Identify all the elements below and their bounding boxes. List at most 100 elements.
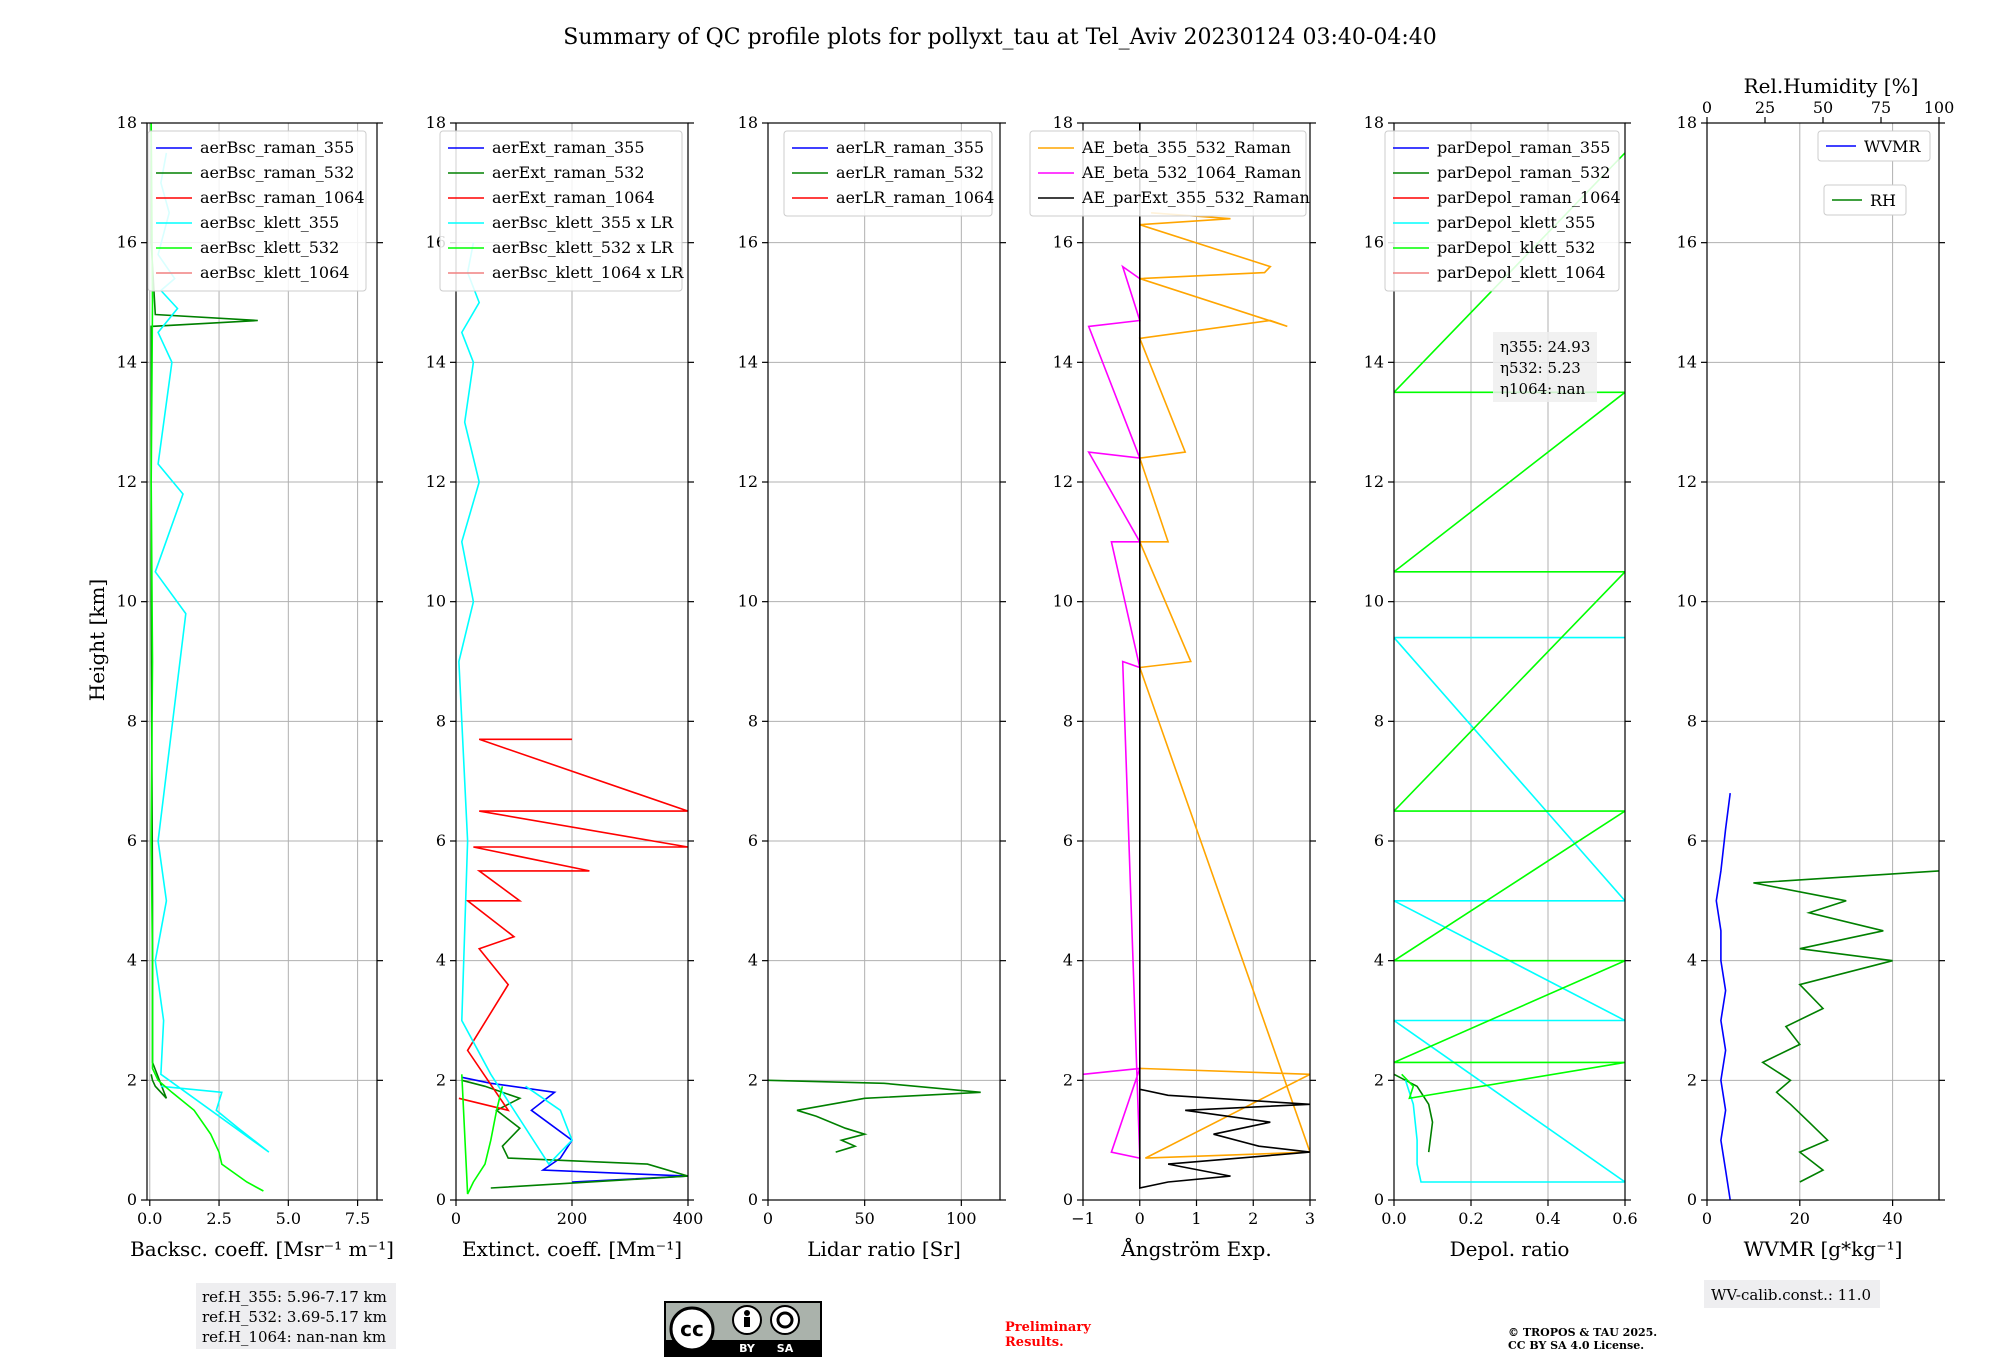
legend-label-aerBsc_klett_355: aerBsc_klett_355 [200,213,339,232]
y-tick-label: 14 [117,352,137,371]
cc-circle-icon [669,1306,715,1352]
y-tick-label: 6 [1687,831,1697,850]
x-axis-label: WVMR [g*kg⁻¹] [1744,1237,1903,1261]
x-tick-label: 20 [1790,1209,1810,1228]
series-line-aerBsc_klett_355 x LR [458,242,573,1166]
series-line-AE_parExt_355_532_Raman [1139,123,1310,1189]
y-tick-label: 18 [1677,113,1697,132]
x-tick-label: 7.5 [345,1209,370,1228]
y-tick-label: 2 [1374,1070,1384,1089]
wv-calib-text: WV-calib.const.: 11.0 [1711,1286,1871,1304]
legend-label-parDepol_raman_1064: parDepol_raman_1064 [1437,188,1621,207]
y-tick-label: 10 [738,592,758,611]
x-tick-label: 0 [1135,1209,1145,1228]
sa-icon [770,1305,800,1335]
series-line-aerLR_raman_532 [768,1079,981,1153]
x-tick-label: 2.5 [206,1209,231,1228]
ref-h-355: ref.H_355: 5.96-7.17 km [202,1288,387,1306]
x-tick-label: 0 [763,1209,773,1228]
y-tick-label: 0 [436,1190,446,1209]
legend-box [439,130,683,292]
y-tick-label: 8 [1063,711,1073,730]
y-tick-label: 4 [748,951,758,970]
eta-box: η355: 24.93 η532: 5.23 η1064: nan [1493,332,1597,402]
series-line-aerExt_raman_1064 [458,738,688,1112]
y-tick-label: 10 [1364,592,1384,611]
y-tick-label: 2 [1687,1070,1697,1089]
legend-label-aerBsc_klett_1064 x LR: aerBsc_klett_1064 x LR [492,263,684,282]
top-x-tick-label: 75 [1871,98,1891,117]
y-tick-label: 12 [426,472,446,491]
y-tick-label: 16 [1677,233,1697,252]
y-tick-label: 0 [748,1190,758,1209]
y-tick-label: 14 [738,352,758,371]
y-tick-label: 6 [436,831,446,850]
x-tick-label: 0 [451,1209,461,1228]
y-tick-label: 18 [738,113,758,132]
figure-title: Summary of QC profile plots for pollyxt_… [563,25,1436,50]
ref-heights-box: ref.H_355: 5.96-7.17 km ref.H_532: 3.69-… [196,1283,396,1349]
preliminary-line-2: Results. [1005,1335,1064,1350]
series-group [1394,152,1625,1183]
y-tick-label: 8 [1374,711,1384,730]
x-tick-label: 400 [673,1209,704,1228]
legend-box [1817,130,1931,162]
y-tick-label: 12 [1053,472,1073,491]
y-tick-label: 8 [748,711,758,730]
y-tick-label: 12 [117,472,137,491]
series-group [1083,123,1310,1189]
y-tick-label: 10 [1053,592,1073,611]
legend-label-aerExt_raman_355: aerExt_raman_355 [492,138,645,157]
y-tick-label: 4 [127,951,137,970]
x-tick-label: 2 [1248,1209,1258,1228]
x-tick-label: 200 [557,1209,588,1228]
legend-label-aerBsc_raman_532: aerBsc_raman_532 [200,163,354,182]
y-tick-label: 6 [1374,831,1384,850]
y-tick-label: 6 [127,831,137,850]
legend-label-aerBsc_klett_355 x LR: aerBsc_klett_355 x LR [492,213,674,232]
x-tick-label: 0.2 [1458,1209,1483,1228]
y-tick-label: 18 [1364,113,1384,132]
series-line-AE_beta_355_532_Raman [1138,212,1310,1159]
series-group [1715,792,1939,1200]
eta-355: η355: 24.93 [1500,338,1590,356]
sa-arrow-icon [776,1311,794,1329]
y-tick-label: 4 [1687,951,1697,970]
y-tick-label: 4 [1063,951,1073,970]
axes-frame [767,122,1001,1201]
panel-lr: 0 2 4 6 8 10 12 14 16 18 0 50 100 Lidar ratio [Sr] aer… [738,113,1006,1261]
y-tick-label: 2 [748,1070,758,1089]
legend-label-parDepol_raman_532: parDepol_raman_532 [1437,163,1610,182]
x-tick-label: 50 [854,1209,874,1228]
x-tick-label: 0.6 [1612,1209,1637,1228]
x-tick-label: 100 [946,1209,977,1228]
by-person-head-icon [744,1310,750,1316]
legend-label-parDepol_klett_1064: parDepol_klett_1064 [1437,263,1606,282]
x-tick-label: −1 [1071,1209,1095,1228]
x-axis-label: Ångström Exp. [1120,1236,1271,1261]
y-tick-label: 18 [117,113,137,132]
top-x-tick-label: 100 [1924,98,1955,117]
y-tick-label: 14 [426,352,446,371]
series-line-parDepol_klett_532 [1394,152,1625,1100]
legend-box [1384,130,1620,292]
panel-depol: 0 2 4 6 8 10 12 14 16 18 0.0 0.2 0.4 0.6 Depol. ratio p… [1364,113,1638,1261]
eta-532: η532: 5.23 [1500,359,1581,377]
ref-h-532: ref.H_532: 3.69-5.17 km [202,1308,387,1326]
series-group [768,1079,981,1153]
axes-frame [1393,122,1626,1201]
by-label: BY [739,1342,756,1355]
y-tick-label: 2 [127,1070,137,1089]
y-tick-label: 10 [1677,592,1697,611]
y-tick-label: 18 [426,113,446,132]
y-tick-label: 18 [1053,113,1073,132]
panel-bsc: 0 2 4 6 8 10 12 14 16 18 0.0 2.5 5.0 7.5 Backsc. coeff… [117,113,394,1261]
y-tick-label: 8 [436,711,446,730]
y-tick-label: 2 [436,1070,446,1089]
eta-1064: η1064: nan [1500,380,1586,398]
legend-label-WVMR: WVMR [1864,137,1921,156]
copyright-line-1: © TROPOS & TAU 2025. [1508,1326,1657,1339]
legend-label-AE_beta_355_532_Raman: AE_beta_355_532_Raman [1081,138,1291,157]
y-tick-label: 8 [1687,711,1697,730]
